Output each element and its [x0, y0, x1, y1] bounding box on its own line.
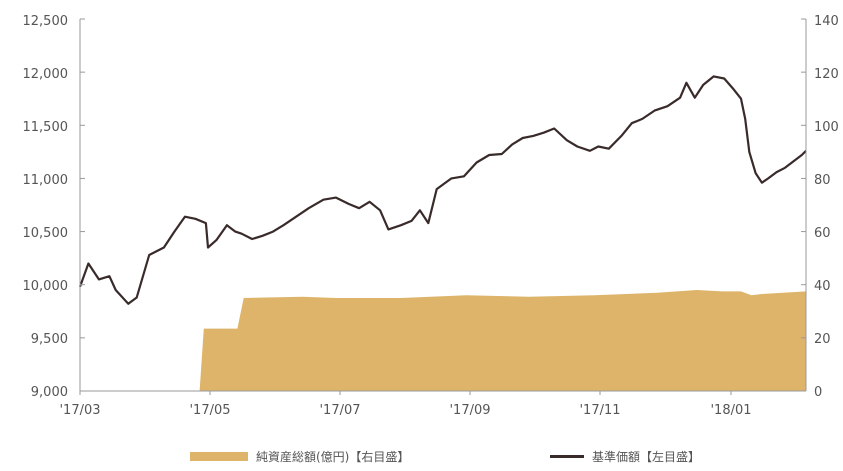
- y-right-tick-label: 20: [814, 332, 831, 347]
- y-right-tick-labels: 0 20 40 60 80 100 120 140: [814, 14, 839, 400]
- y-left-tick-labels: 9,000 9,500 10,000 10,500 11,000 11,500 …: [23, 14, 69, 400]
- legend-line-swatch: [550, 455, 584, 458]
- x-tick-label: '17/11: [579, 403, 620, 418]
- legend-label-nav: 基準価額【左目盛】: [592, 450, 701, 464]
- y-right-tick-label: 140: [814, 14, 839, 29]
- y-left-tick-label: 9,500: [31, 332, 68, 347]
- y-left-tick-label: 12,500: [23, 14, 69, 29]
- y-right-tick-label: 0: [814, 385, 822, 400]
- y-left-tick-label: 10,000: [23, 279, 69, 294]
- y-right-tick-label: 40: [814, 279, 831, 294]
- x-tick-labels: '17/03 '17/05 '17/07 '17/09 '17/11 '18/0…: [59, 403, 751, 418]
- y-left-tick-label: 10,500: [23, 226, 69, 241]
- y-right-tick-label: 80: [814, 173, 831, 188]
- x-tick-label: '17/07: [319, 403, 360, 418]
- y-left-tick-label: 11,000: [23, 173, 69, 188]
- y-left-tick-label: 9,000: [31, 385, 68, 400]
- y-right-tick-label: 100: [814, 120, 839, 135]
- chart: 9,000 9,500 10,000 10,500 11,000 11,500 …: [23, 14, 839, 418]
- net-assets-area: [191, 290, 806, 391]
- x-tick-label: '17/05: [189, 403, 230, 418]
- legend-item-nav: 基準価額【左目盛】: [550, 448, 700, 465]
- legend-item-net-assets: 純資産総額(億円)【右目盛】: [190, 448, 409, 465]
- legend-area-swatch: [190, 452, 248, 461]
- y-left-tick-label: 12,000: [23, 67, 69, 82]
- x-tick-label: '17/09: [449, 403, 490, 418]
- x-tick-label: '17/03: [59, 403, 100, 418]
- nav-line: [78, 75, 807, 305]
- legend-label-net-assets: 純資産総額(億円)【右目盛】: [256, 450, 410, 464]
- x-tick-label: '18/01: [710, 403, 751, 418]
- y-right-tick-label: 60: [814, 226, 831, 241]
- y-left-tick-label: 11,500: [23, 120, 69, 135]
- y-right-tick-label: 120: [814, 67, 839, 82]
